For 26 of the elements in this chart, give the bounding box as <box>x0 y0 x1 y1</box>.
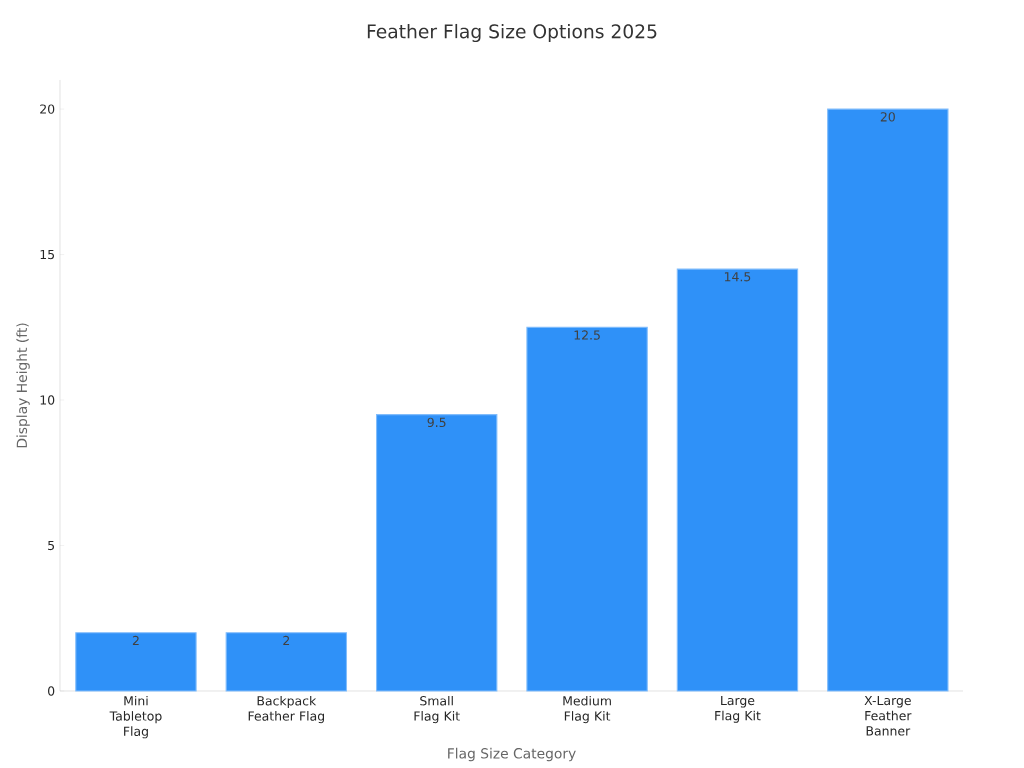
x-tick-label: Small Flag Kit <box>414 695 460 724</box>
data-label: 2 <box>283 635 290 646</box>
data-label: 12.5 <box>574 330 600 340</box>
y-tick-label: 5 <box>48 540 55 551</box>
data-label: 9.5 <box>427 417 446 428</box>
y-tick-label: 0 <box>48 686 55 696</box>
bar <box>526 326 648 692</box>
y-tick-label: 10 <box>40 395 55 405</box>
data-label: 2 <box>132 635 139 646</box>
y-tick-label: 15 <box>40 249 55 260</box>
bar <box>225 632 348 692</box>
y-tick-label: 20 <box>40 104 55 114</box>
bar <box>676 268 799 692</box>
x-tick-label: Backpack Feather Flag <box>248 695 324 724</box>
data-label: 14.5 <box>724 272 751 282</box>
x-tick-label: Large Flag Kit <box>715 695 761 723</box>
x-tick-label: Medium Flag Kit <box>563 695 611 724</box>
x-tick-label: X-Large Feather Banner <box>864 695 912 736</box>
x-tick-label: Mini Tabletop Flag <box>109 695 162 739</box>
bar <box>827 108 949 692</box>
x-axis-title: Flag Size Category <box>448 747 576 762</box>
data-label: 20 <box>880 112 895 122</box>
chart-title: Feather Flag Size Options 2025 <box>367 23 657 43</box>
y-axis-title: Display Height (ft) <box>16 323 30 448</box>
bar <box>75 632 197 692</box>
bar <box>375 414 498 692</box>
